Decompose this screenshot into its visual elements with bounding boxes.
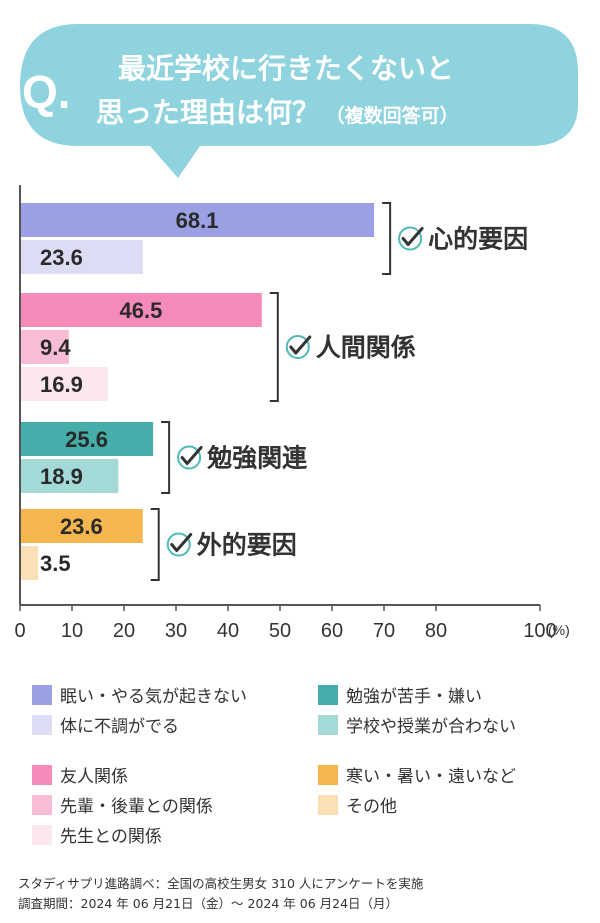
group-label: 勉強関連 (206, 444, 308, 473)
bar (20, 240, 143, 274)
legend-swatch (32, 824, 52, 845)
check-icon (166, 532, 191, 557)
source-line2: 調査期間：2024 年 06 月21日（金）〜 2024 年 06 月24日（月… (18, 896, 399, 911)
legend-label: 眠い・やる気が起きない (60, 687, 247, 707)
bar-value-label: 3.5 (40, 551, 71, 576)
question-line2: 思った理由は何？ （複数回答可） (96, 96, 459, 129)
bar (20, 422, 154, 456)
source-line1: スタディサプリ進路調べ：全国の高校生男女 310 人にアンケートを実施 (18, 876, 424, 891)
legend-item: 眠い・やる気が起きない (32, 682, 247, 707)
check-mark-icon (289, 335, 312, 355)
check-mark-icon (401, 227, 424, 246)
x-tick-label: 10 (61, 620, 83, 642)
x-tick-label: 30 (165, 620, 187, 642)
legend-item: その他 (318, 792, 397, 817)
bar-chart: 68.1 23.6 心的要因 46.5 9.4 16.9 人間関係 25.6 18.9 勉強関連 2… (14, 185, 570, 642)
x-tick-label: 0 (14, 620, 25, 642)
bar-value-label: 16.9 (40, 372, 83, 397)
x-tick-label: 80 (425, 620, 447, 642)
x-tick-label: 20 (113, 620, 135, 642)
group-label: 心的要因 (428, 225, 528, 254)
legend-item: 先生との関係 (32, 822, 162, 847)
check-icon (177, 445, 202, 470)
legend-swatch (32, 714, 52, 735)
bar-value-label: 25.6 (65, 427, 108, 452)
bar-value-label: 9.4 (40, 335, 71, 360)
group-bracket (269, 292, 279, 402)
x-tick-label: 70 (373, 620, 395, 642)
x-tick-label: 40 (217, 620, 239, 642)
source-note: スタディサプリ進路調べ：全国の高校生男女 310 人にアンケートを実施 調査期間… (18, 874, 588, 914)
legend-swatch (318, 794, 338, 815)
legend-label: 先輩・後輩との関係 (60, 797, 213, 817)
legend-item: 体に不調がでる (32, 712, 179, 737)
legend-label: 友人関係 (60, 767, 128, 787)
bar (20, 546, 39, 580)
bar (20, 367, 108, 401)
legend-label: 体に不調がでる (60, 717, 179, 737)
check-mark-icon (180, 446, 203, 465)
group-label: 外的要因 (197, 531, 297, 560)
question-line2-main: 思った理由は何？ (96, 96, 320, 129)
legend-label: 寒い・暑い・遠いなど (346, 767, 516, 787)
question-line2-note: （複数回答可） (326, 104, 459, 127)
check-icon (285, 335, 310, 359)
group-bracket (161, 421, 171, 494)
bar-value-label: 23.6 (60, 514, 103, 539)
legend-item: 寒い・暑い・遠いなど (318, 762, 516, 787)
legend-swatch (318, 714, 338, 735)
bar-value-label: 23.6 (40, 245, 83, 270)
group-bracket (150, 508, 160, 581)
legend-item: 学校や授業が合わない (318, 712, 516, 737)
x-unit-label: (%) (548, 622, 570, 638)
legend-swatch (32, 794, 52, 815)
x-tick-label: 100 (523, 620, 556, 642)
bar (20, 293, 262, 327)
legend-label: 学校や授業が合わない (346, 717, 516, 737)
legend-swatch (318, 684, 338, 705)
legend-swatch (32, 764, 52, 785)
bar (20, 509, 143, 543)
x-tick-label: 50 (269, 620, 291, 642)
legend-item: 先輩・後輩との関係 (32, 792, 213, 817)
legend-item: 勉強が苦手・嫌い (318, 682, 482, 707)
question-mark: Q. (22, 66, 71, 118)
legend: 眠い・やる気が起きない 体に不調がでる 勉強が苦手・嫌い 学校や授業が合わない … (0, 668, 600, 858)
check-icon (398, 226, 423, 251)
bar (20, 330, 69, 364)
x-tick-label: 60 (321, 620, 343, 642)
check-mark-icon (170, 533, 193, 552)
speech-bubble (20, 24, 578, 178)
legend-swatch (318, 764, 338, 785)
legend-label: 先生との関係 (60, 827, 162, 847)
group-bracket (382, 202, 392, 275)
legend-label: その他 (346, 797, 397, 817)
bar-value-label: 68.1 (176, 208, 219, 233)
bar-value-label: 18.9 (40, 464, 83, 489)
question-line1: 最近学校に行きたくないと (118, 52, 454, 85)
question-header: Q. 最近学校に行きたくないと 思った理由は何？ （複数回答可） (20, 24, 578, 178)
legend-label: 勉強が苦手・嫌い (346, 687, 482, 707)
bar (20, 203, 375, 237)
bar-value-label: 46.5 (119, 298, 162, 323)
legend-swatch (32, 684, 52, 705)
legend-item: 友人関係 (32, 762, 128, 787)
bar (20, 459, 119, 493)
group-label: 人間関係 (316, 333, 416, 362)
